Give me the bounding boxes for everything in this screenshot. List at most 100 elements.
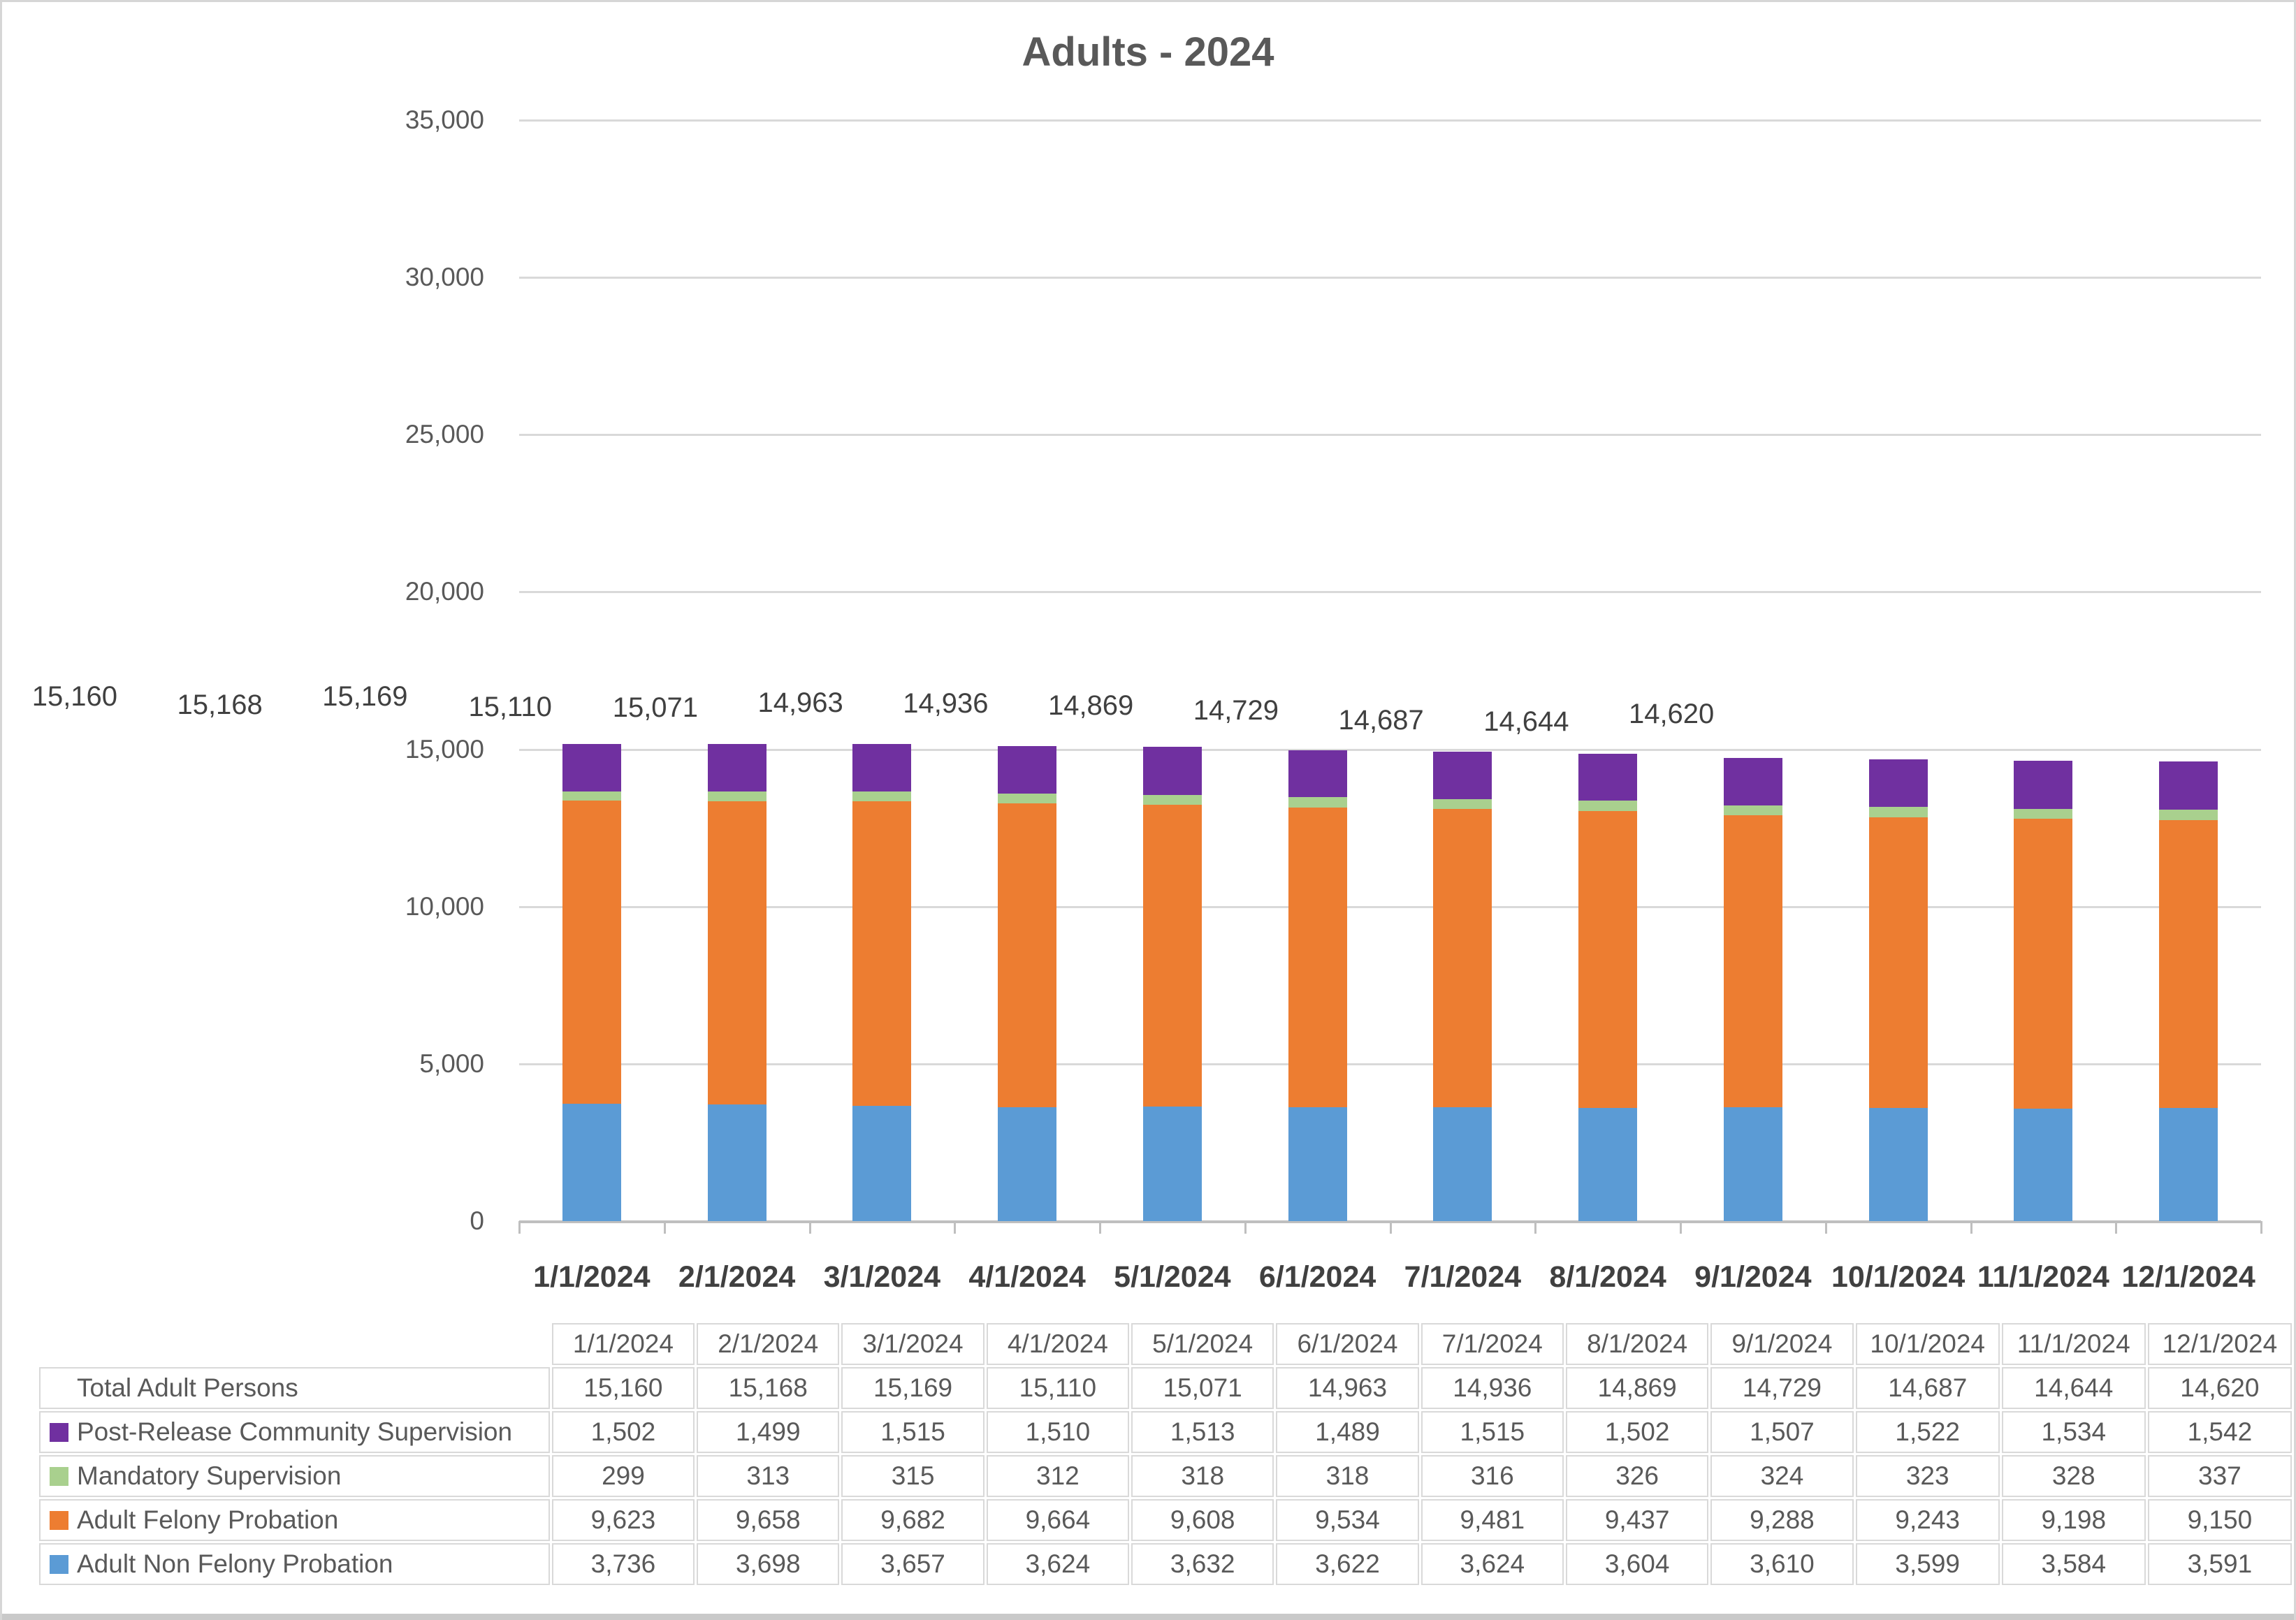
bar-segment-adult-non-felony-probation [1142,1107,1202,1221]
x-axis-tick [2115,1221,2118,1234]
x-axis-tick [518,1221,521,1234]
table-value-cell: 14,963 [1276,1367,1419,1409]
total-data-label: 15,169 [322,680,408,712]
stacked-bar [562,744,621,1221]
bar-segment-adult-felony-probation [1578,810,1638,1108]
table-value-cell: 9,623 [551,1499,695,1541]
table-value-cell: 9,150 [2147,1499,2292,1541]
table-value-cell: 1,507 [1710,1411,1854,1453]
table-value-cell: 3,584 [2001,1543,2146,1585]
gridline [519,119,2261,122]
table-value-cell: 3,657 [841,1543,984,1585]
table-value-cell: 14,936 [1421,1367,1564,1409]
table-value-cell: 1,499 [697,1411,840,1453]
table-value-cell: 3,624 [1421,1543,1564,1585]
series-label: Mandatory Supervision [39,1455,550,1497]
y-axis-label: 15,000 [405,734,484,764]
bar-segment-mandatory-supervision [2014,808,2073,819]
table-value-cell: 318 [1131,1455,1274,1497]
table-value-cell: 315 [841,1455,984,1497]
series-label: Adult Felony Probation [39,1499,550,1541]
series-label: Total Adult Persons [39,1367,550,1409]
total-data-label: 15,160 [31,681,118,713]
bar-segment-adult-non-felony-probation [1288,1107,1347,1221]
x-axis-tick [1824,1221,1827,1234]
x-axis-tick [1680,1221,1682,1234]
date-column-header: 8/1/2024 [1565,1323,1709,1365]
total-data-label: 14,936 [903,688,989,720]
x-axis-tick [663,1221,666,1234]
gridline [519,434,2261,437]
x-axis-tick [1389,1221,1392,1234]
table-value-cell: 3,624 [986,1543,1130,1585]
table-value-cell: 14,620 [2147,1367,2292,1409]
x-axis-tick [808,1221,811,1234]
table-value-cell: 9,437 [1565,1499,1709,1541]
table-value-cell: 1,542 [2147,1411,2292,1453]
table-value-cell: 323 [1855,1455,2000,1497]
chart-title: Adults - 2024 [1022,29,1274,75]
bar-segment-mandatory-supervision [1723,805,1782,816]
total-data-label: 14,963 [757,687,843,719]
y-axis-label: 30,000 [405,263,484,292]
table-value-cell: 9,682 [841,1499,984,1541]
total-data-label: 14,687 [1338,704,1424,736]
table-value-cell: 14,729 [1710,1367,1854,1409]
x-axis-tick [1244,1221,1247,1234]
table-value-cell: 15,169 [841,1367,984,1409]
table-value-cell: 1,534 [2001,1411,2146,1453]
table-value-cell: 9,534 [1276,1499,1419,1541]
total-data-label: 14,869 [1047,690,1134,722]
x-axis-tick [954,1221,957,1234]
table-row: Adult Felony Probation 9,623 9,658 9,682 9,6… [39,1499,2292,1541]
stacked-bar [998,745,1057,1221]
table-value-cell: 14,869 [1565,1367,1709,1409]
legend-swatch [50,1467,68,1486]
table-value-cell: 326 [1565,1455,1709,1497]
bar-segment-mandatory-supervision [1142,794,1202,805]
bar-segment-mandatory-supervision [1578,801,1638,811]
bar-segment-post-release-community-supervision [1433,751,1492,799]
table-value-cell: 3,610 [1710,1543,1854,1585]
x-axis-tick [1099,1221,1101,1234]
plot-area [519,119,2261,1223]
bar-segment-adult-felony-probation [2159,820,2218,1109]
table-header-row: 1/1/2024 2/1/2024 3/1/2024 4/1/2024 5/1/2024… [39,1323,2292,1365]
series-label: Adult Non Felony Probation [39,1543,550,1585]
table-value-cell: 15,160 [551,1367,695,1409]
bar-segment-adult-non-felony-probation [1868,1107,1928,1221]
bar-segment-mandatory-supervision [707,791,766,801]
table-value-cell: 3,604 [1565,1543,1709,1585]
bar-segment-post-release-community-supervision [1723,757,1782,805]
x-axis-label: 6/1/2024 [1258,1260,1376,1294]
bar-segment-adult-felony-probation [2014,819,2073,1109]
table-value-cell: 14,687 [1855,1367,2000,1409]
date-column-header: 11/1/2024 [2001,1323,2146,1365]
table-value-cell: 9,664 [986,1499,1130,1541]
table-value-cell: 318 [1276,1455,1419,1497]
table-value-cell: 312 [986,1455,1130,1497]
gridline [519,905,2261,908]
bar-segment-post-release-community-supervision [2159,761,2218,810]
total-data-label: 14,620 [1628,698,1715,729]
bar-segment-post-release-community-supervision [1288,750,1347,798]
bar-segment-mandatory-supervision [998,793,1057,803]
table-row: Mandatory Supervision 299 313 315 312 318 318 3… [39,1455,2292,1497]
bar-segment-adult-felony-probation [1288,807,1347,1107]
date-column-header: 12/1/2024 [2147,1323,2292,1365]
window-edge [2,1614,2294,1620]
total-data-label: 14,729 [1193,694,1279,726]
x-axis-tick [1534,1221,1537,1234]
table-value-cell: 3,591 [2147,1543,2292,1585]
x-axis-label: 12/1/2024 [2121,1260,2255,1294]
bar-segment-post-release-community-supervision [2014,760,2073,809]
bar-segment-adult-non-felony-probation [1723,1107,1782,1221]
bar-segment-mandatory-supervision [1868,807,1928,817]
date-column-header: 4/1/2024 [986,1323,1130,1365]
gridline [519,1063,2261,1065]
x-axis-label: 7/1/2024 [1404,1260,1522,1294]
date-column-header: 9/1/2024 [1710,1323,1854,1365]
bar-segment-adult-non-felony-probation [562,1103,621,1221]
table-row: Total Adult Persons 15,160 15,168 15,169 15,… [39,1367,2292,1409]
